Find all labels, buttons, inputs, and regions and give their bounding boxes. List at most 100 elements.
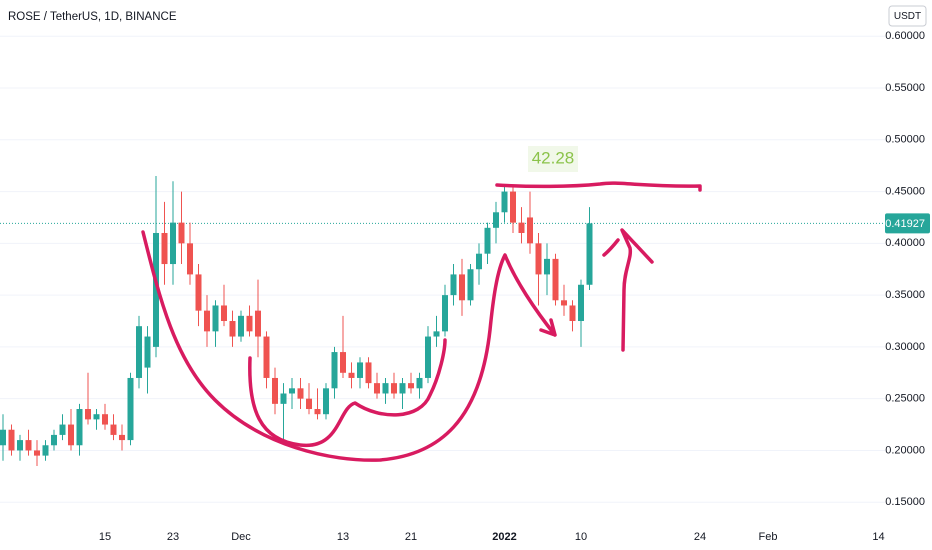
body (255, 310, 261, 337)
x-tick-label: Feb (759, 531, 778, 543)
body (68, 424, 74, 446)
body (306, 398, 312, 410)
body (136, 326, 142, 378)
annotation: 42.28 (532, 148, 575, 167)
drawings (141, 181, 702, 462)
body (229, 321, 236, 337)
currency-box[interactable] (888, 5, 927, 27)
body (25, 440, 32, 451)
x-tick-label: 24 (694, 531, 706, 543)
body (544, 258, 550, 275)
body (323, 388, 329, 415)
body (527, 217, 533, 244)
body (204, 310, 210, 332)
body (17, 440, 23, 451)
body (144, 336, 151, 368)
y-tick-label: 0.35000 (885, 289, 925, 301)
body (8, 429, 15, 451)
body (450, 274, 457, 296)
body (331, 352, 338, 389)
body (518, 222, 525, 233)
body (561, 300, 567, 306)
body (357, 362, 363, 378)
y-tick-label: 0.15000 (885, 496, 925, 508)
body (59, 424, 66, 435)
body (153, 232, 159, 347)
x-tick-label: 14 (872, 531, 884, 543)
body (76, 409, 83, 446)
body (187, 243, 193, 275)
x-tick-label: 15 (99, 531, 111, 543)
y-tick-label: 0.45000 (885, 185, 925, 197)
last-price-box (885, 213, 930, 234)
inner-cup (248, 338, 447, 448)
body (272, 377, 278, 404)
body (586, 223, 593, 285)
x-tick-label: 23 (167, 531, 179, 543)
currency: USDT (894, 11, 921, 22)
body (85, 409, 91, 420)
up-arrow (602, 228, 654, 352)
x-tick-label: 21 (405, 531, 417, 543)
y-tick-label: 0.20000 (885, 444, 925, 456)
body (382, 383, 389, 394)
x-tick-label: 13 (337, 531, 349, 543)
body (221, 305, 227, 322)
body (161, 232, 168, 265)
resistance-line (495, 181, 702, 192)
body (578, 284, 584, 322)
body (467, 269, 474, 301)
body (416, 377, 423, 389)
body (535, 243, 542, 275)
body (238, 315, 244, 337)
body (365, 362, 372, 384)
body (93, 414, 100, 420)
body (501, 191, 508, 213)
axes: 0.15000 0.20000 0.25000 0.30000 0.35000 0.400… (99, 30, 930, 543)
y-tick-label: 0.40000 (885, 237, 925, 249)
body (42, 445, 49, 456)
annotation-bg (528, 146, 578, 172)
body (195, 274, 202, 311)
body (408, 383, 414, 389)
y-tick-label: 0.50000 (885, 134, 925, 146)
chart-title: ROSE / TetherUS, 1D, BINANCE (8, 11, 177, 23)
body (340, 352, 346, 373)
last-price-label: 0.41927 (885, 218, 925, 230)
body (442, 295, 448, 332)
y-tick-label: 0.30000 (885, 341, 925, 353)
body (391, 383, 397, 394)
body (289, 388, 295, 394)
y-tick-label: 0.25000 (885, 393, 925, 405)
candles (0, 176, 593, 466)
body (170, 222, 176, 265)
outer-cup (141, 230, 557, 462)
y-tick-label: 0.55000 (885, 82, 925, 94)
body (119, 434, 125, 441)
body (110, 424, 117, 435)
body (552, 258, 559, 301)
body (212, 305, 219, 332)
body (102, 414, 108, 425)
body (493, 212, 499, 228)
body (569, 305, 576, 322)
body (374, 383, 380, 394)
body (314, 409, 321, 415)
body (127, 377, 134, 441)
x-tick-label: 2022 (492, 531, 516, 543)
body (280, 393, 287, 404)
y-tick-label: 0.60000 (885, 30, 925, 42)
body (425, 336, 431, 378)
body (433, 331, 440, 337)
body (348, 372, 355, 378)
body (246, 315, 253, 332)
body (34, 450, 40, 456)
body (297, 388, 304, 399)
x-tick-label: 10 (575, 531, 587, 543)
body (484, 227, 491, 254)
x-tick-label: Dec (231, 531, 251, 543)
body (399, 383, 406, 394)
body (263, 336, 270, 378)
body (459, 274, 465, 301)
